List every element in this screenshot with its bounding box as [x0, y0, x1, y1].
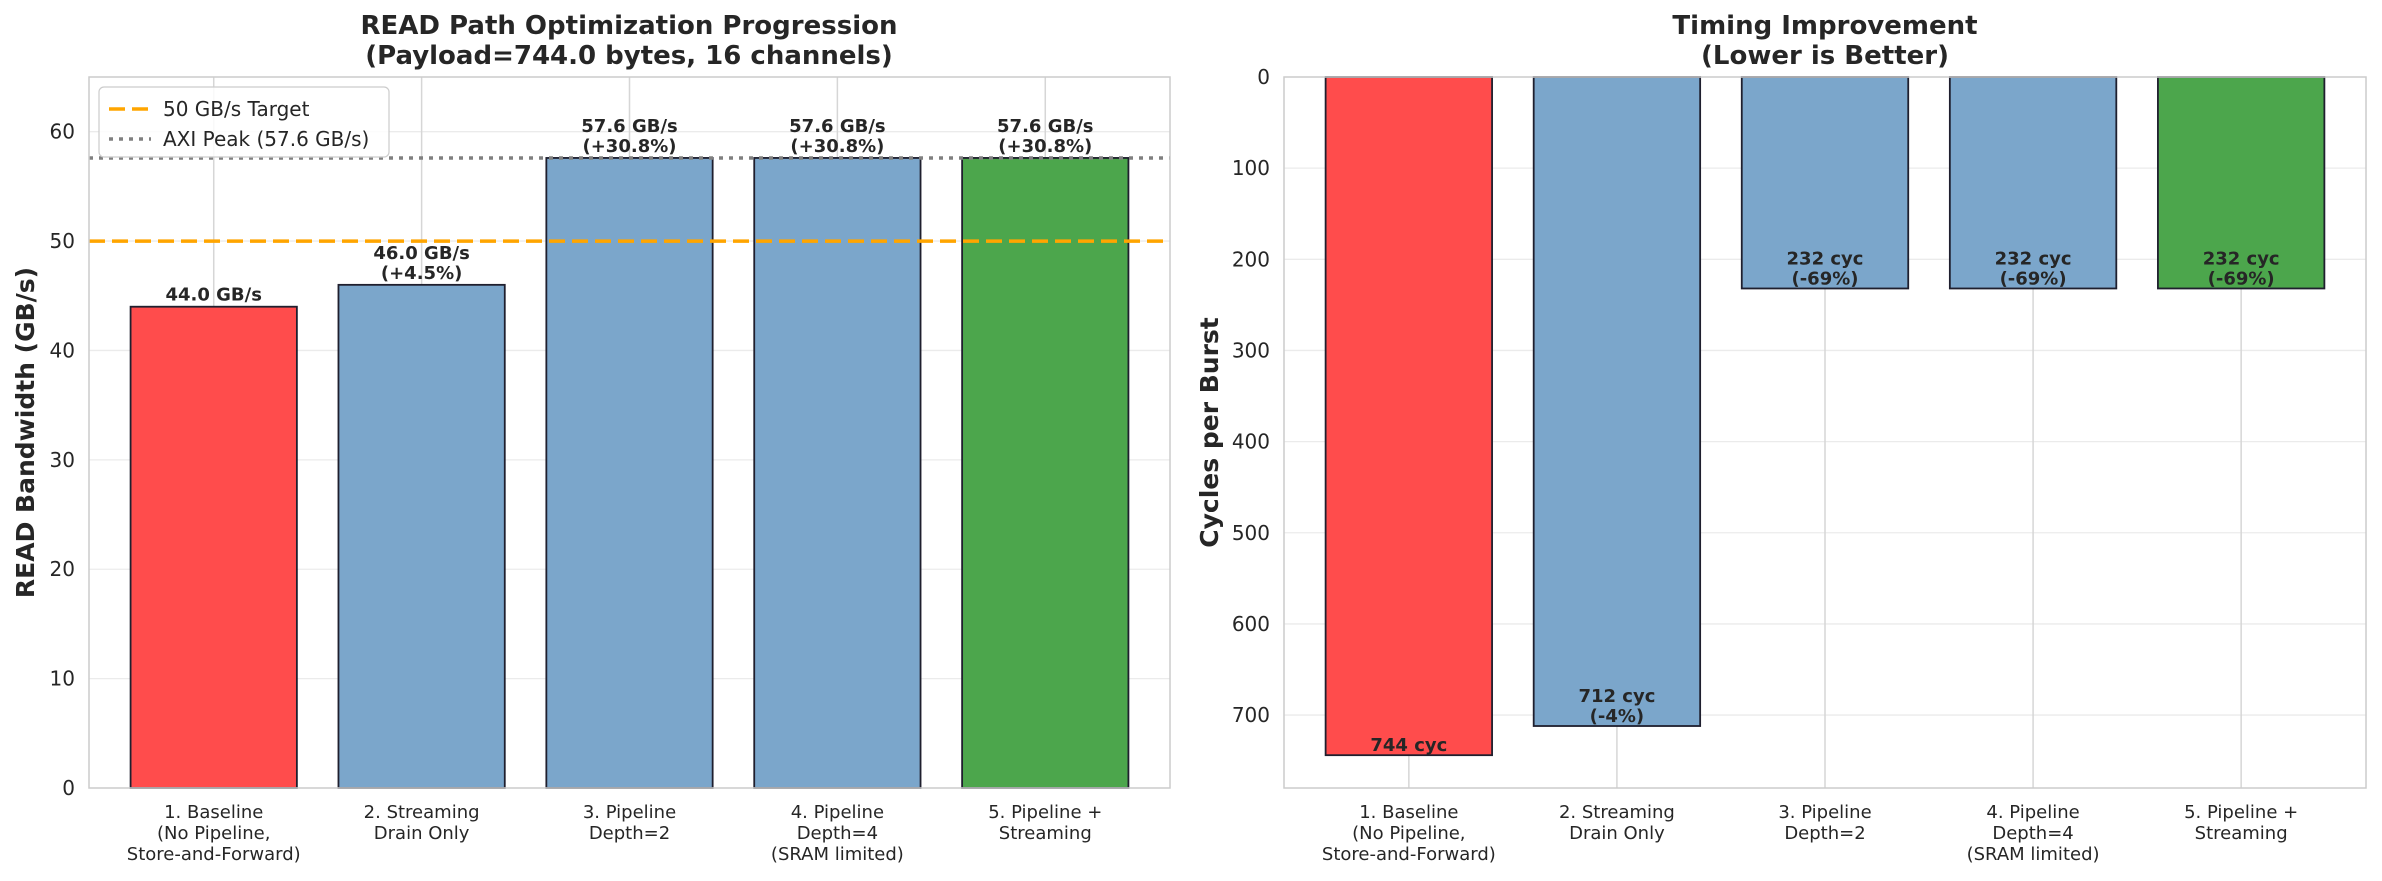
y-tick-label: 40	[50, 338, 75, 362]
y-tick-label: 30	[50, 448, 75, 472]
bar	[1740, 76, 1910, 290]
y-tick-label: 60	[50, 120, 75, 144]
bar	[1948, 76, 2118, 290]
data-label: 232 cyc (-69%)	[2203, 248, 2280, 289]
data-label: 232 cyc (-69%)	[1787, 248, 1864, 289]
y-tick-label: 100	[1232, 156, 1270, 180]
bar	[129, 305, 298, 789]
x-tick-label: 5. Pipeline + Streaming	[2184, 802, 2298, 844]
x-tick-label: 4. Pipeline Depth=4 (SRAM limited)	[1967, 802, 2100, 865]
y-tick-label: 700	[1232, 703, 1270, 727]
y-axis-label: Cycles per Burst	[1195, 317, 1224, 548]
legend-label: AXI Peak (57.6 GB/s)	[163, 127, 369, 151]
legend: 50 GB/s Target AXI Peak (57.6 GB/s)	[98, 86, 390, 158]
legend-label: 50 GB/s Target	[163, 97, 310, 121]
y-tick-label: 400	[1232, 430, 1270, 454]
legend-frame	[98, 86, 390, 158]
bar	[1324, 76, 1493, 757]
bar	[2157, 76, 2326, 290]
y-tick-label: 50	[50, 229, 75, 253]
y-tick-label: 0	[62, 776, 75, 800]
x-tick-label: 5. Pipeline + Streaming	[988, 802, 1102, 844]
bar	[545, 157, 714, 789]
x-tick-label: 1. Baseline (No Pipeline, Store-and-Forwar…	[1322, 802, 1496, 865]
x-tick-label: 4. Pipeline Depth=4 (SRAM limited)	[771, 802, 904, 865]
data-label: 57.6 GB/s (+30.8%)	[789, 116, 885, 157]
timing-chart: Timing Improvement (Lower is Better) 744 c…	[1195, 11, 2367, 865]
data-label: 57.6 GB/s (+30.8%)	[997, 116, 1093, 157]
data-label: 44.0 GB/s	[165, 285, 261, 306]
plot-frame	[1283, 76, 2367, 789]
y-tick-label: 20	[50, 557, 75, 581]
bar	[337, 283, 506, 789]
data-label: 46.0 GB/s (+4.5%)	[373, 243, 469, 284]
x-tick-label: 1. Baseline (No Pipeline, Store-and-Forwar…	[127, 802, 301, 865]
x-tick-label: 3. Pipeline Depth=2	[1778, 802, 1871, 844]
chart-title: Timing Improvement (Lower is Better)	[1672, 11, 1977, 71]
data-label: 712 cyc (-4%)	[1578, 686, 1655, 727]
y-tick-label: 0	[1257, 65, 1270, 89]
y-tick-label: 10	[50, 667, 75, 691]
y-tick-label: 200	[1232, 247, 1270, 271]
y-axis-label: READ Bandwidth (GB/s)	[11, 267, 40, 598]
y-tick-label: 500	[1232, 521, 1270, 545]
data-label: 232 cyc (-69%)	[1995, 248, 2072, 289]
bar	[961, 157, 1130, 789]
bandwidth-chart: READ Path Optimization Progression (Paylo…	[11, 11, 1171, 865]
data-label: 744 cyc	[1370, 735, 1447, 756]
chart-title: READ Path Optimization Progression (Paylo…	[361, 11, 898, 71]
data-label: 57.6 GB/s (+30.8%)	[581, 116, 677, 157]
bar	[753, 157, 922, 789]
x-tick-label: 2. Streaming Drain Only	[364, 802, 480, 844]
x-tick-label: 3. Pipeline Depth=2	[583, 802, 676, 844]
x-tick-label: 2. Streaming Drain Only	[1559, 802, 1675, 844]
plot-frame	[88, 76, 1171, 789]
bar	[1532, 76, 1702, 727]
y-tick-label: 600	[1232, 612, 1270, 636]
y-tick-label: 300	[1232, 338, 1270, 362]
